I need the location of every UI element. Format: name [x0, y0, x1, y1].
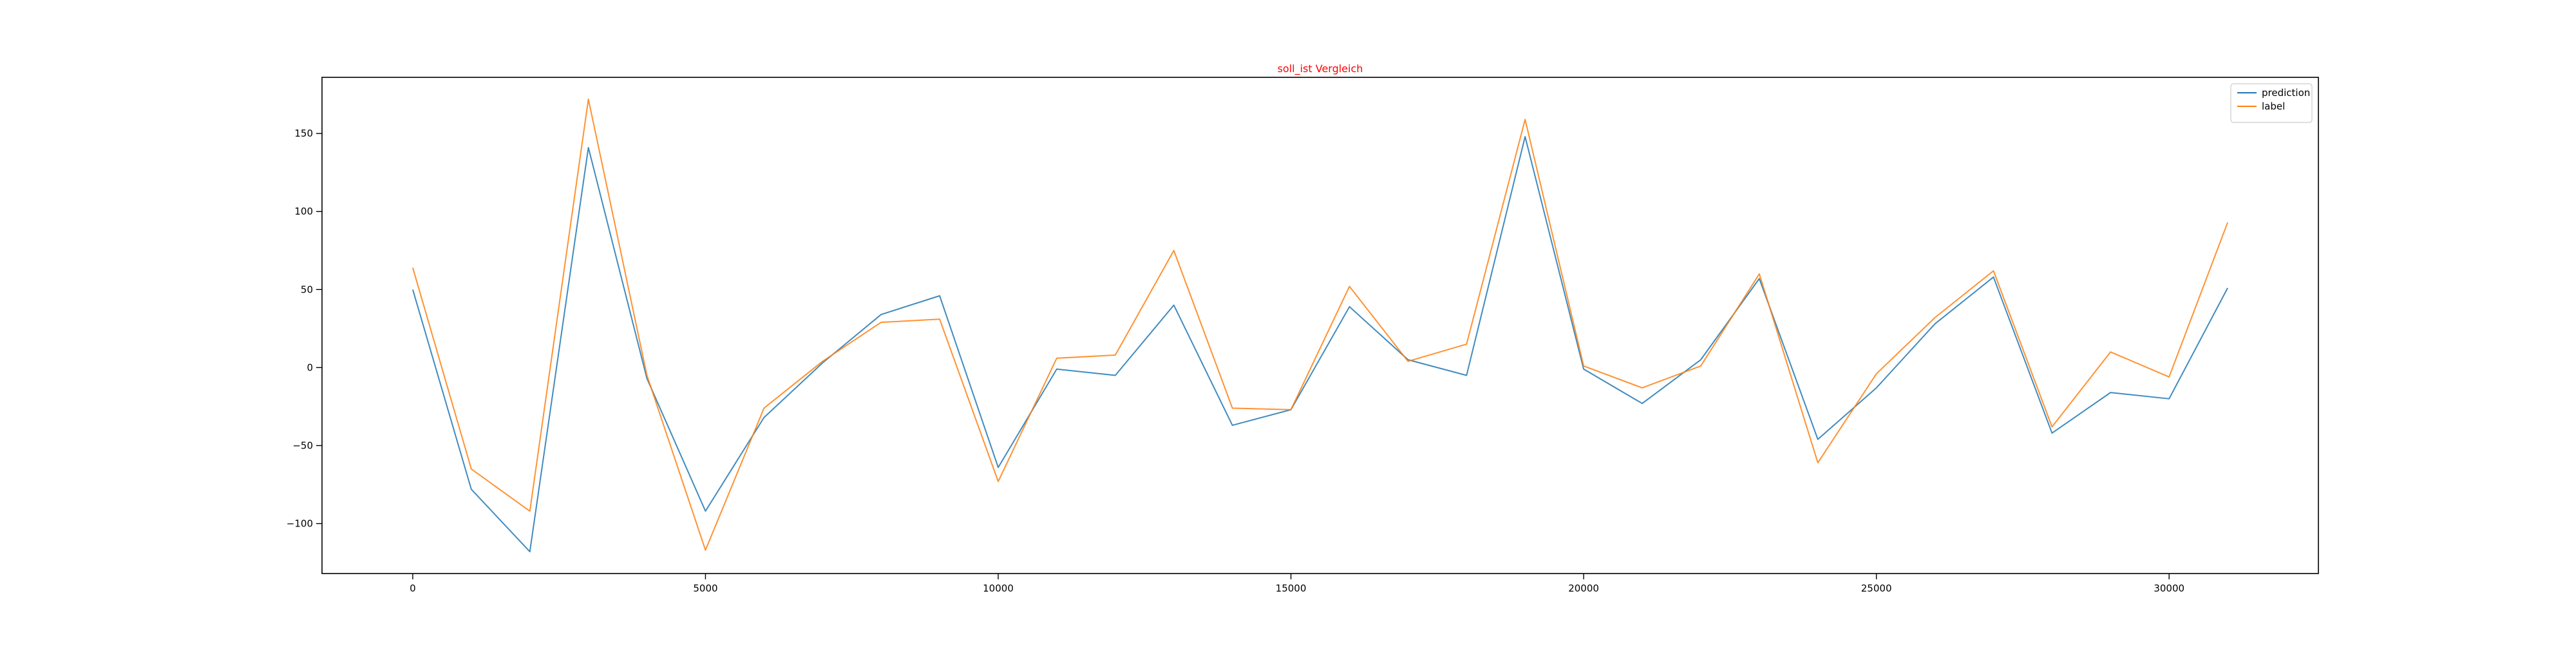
y-tick-label: −50: [292, 439, 313, 451]
chart-title: soll_ist Vergleich: [1278, 63, 1363, 75]
x-tick-label: 15000: [1276, 583, 1307, 594]
plot-area: [412, 98, 2229, 553]
axes: 0 5000 10000 15000 20000 25000 30000 −100 −50 0 50…: [287, 77, 2319, 594]
x-tick-label: 20000: [1568, 583, 1599, 594]
y-tick-label: 50: [301, 284, 313, 295]
y-tick-label: 150: [294, 128, 313, 139]
y-tick-label: 100: [294, 206, 313, 217]
x-tick-label: 0: [410, 583, 416, 594]
x-tick-label: 10000: [983, 583, 1014, 594]
axes-frame: [321, 77, 2319, 574]
x-tick-label: 5000: [693, 583, 717, 594]
series-line-label: [412, 98, 2229, 551]
y-tick-label: −100: [287, 518, 313, 530]
series-line-prediction: [412, 136, 2228, 553]
x-tick-label: 25000: [1861, 583, 1892, 594]
legend-label-label: label: [2262, 101, 2285, 112]
y-tick-label: 0: [307, 362, 313, 373]
x-tick-label: 30000: [2154, 583, 2184, 594]
legend: prediction label: [2230, 83, 2313, 123]
legend-label-prediction: prediction: [2262, 87, 2310, 99]
